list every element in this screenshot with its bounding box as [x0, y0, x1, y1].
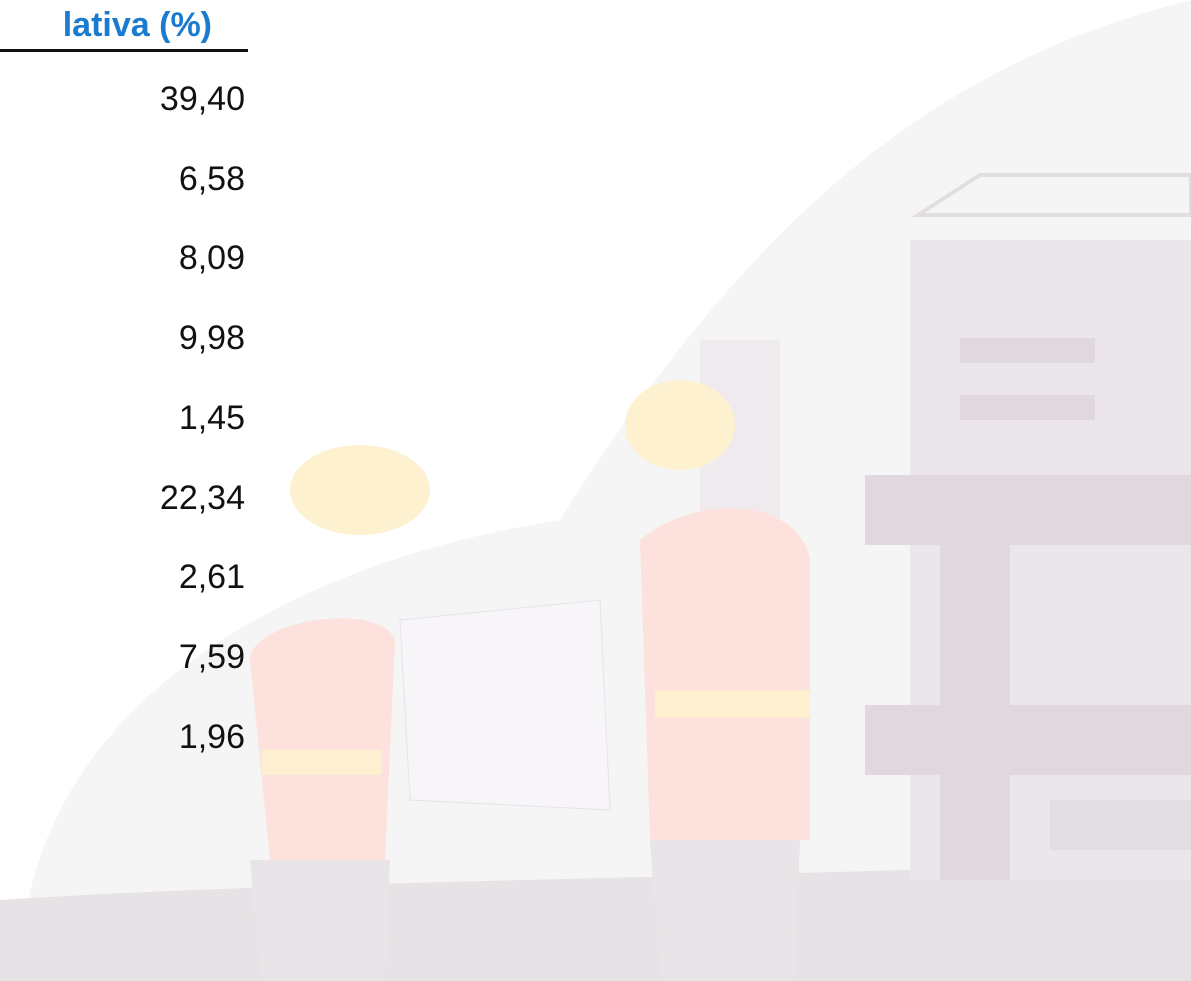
table-cell: 22,34 — [159, 478, 245, 517]
table-cell: 6,58 — [178, 159, 245, 198]
table-cell: 8,09 — [178, 239, 245, 278]
table-cell: 9,98 — [178, 319, 245, 358]
table-cell: 1,45 — [178, 398, 245, 437]
table-cell: 1,96 — [178, 717, 245, 756]
column-header-text: lativa (%) — [62, 6, 212, 44]
column-header: lativa (%) — [0, 2, 248, 52]
table-cell: 2,61 — [178, 558, 245, 597]
table-cell: 39,40 — [159, 80, 245, 118]
table-cell: 7,59 — [178, 637, 245, 676]
